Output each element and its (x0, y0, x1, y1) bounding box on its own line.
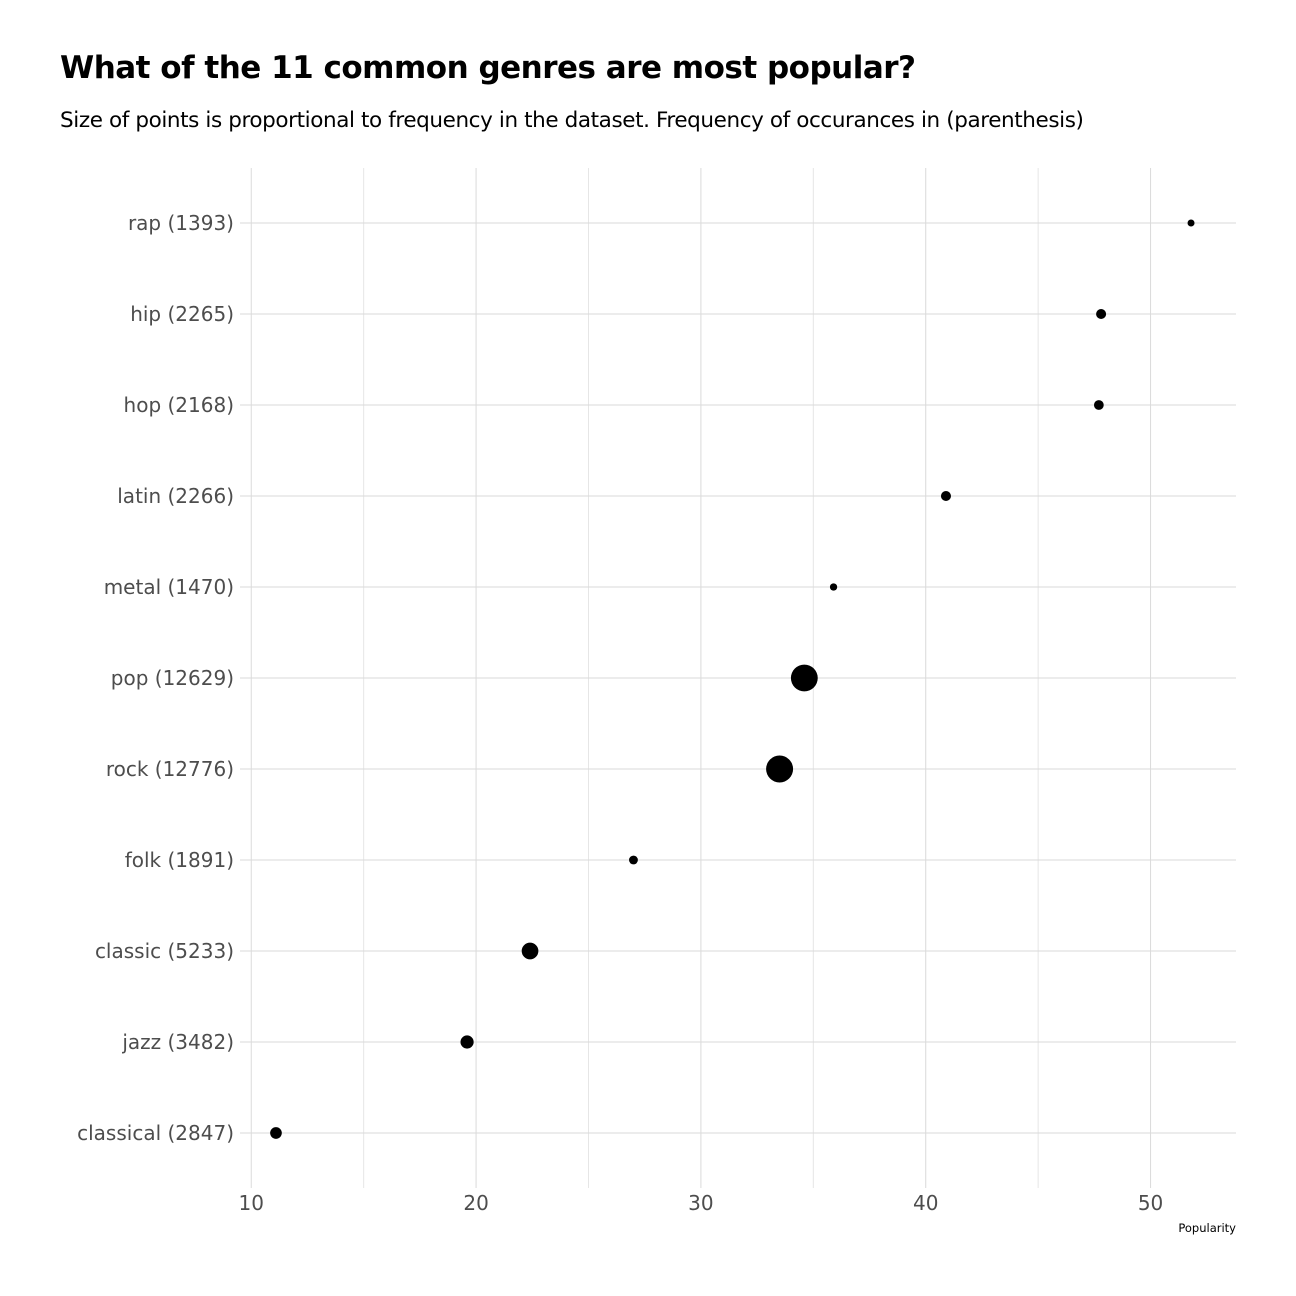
grid-lines (240, 168, 1236, 1188)
x-tick-label: 30 (688, 1191, 713, 1215)
data-point-latin (940, 490, 951, 502)
y-tick-label: folk (1891) (125, 848, 234, 872)
y-tick-label: latin (2266) (117, 484, 234, 508)
data-point-hop (1093, 400, 1104, 410)
y-tick-label: hip (2265) (130, 302, 234, 326)
data-point-rock (766, 755, 794, 783)
data-point-classic (521, 942, 539, 960)
data-point-rap (1187, 219, 1195, 227)
y-tick-label: rock (12776) (106, 757, 234, 781)
chart-title: What of the 11 common genres are most po… (60, 50, 916, 86)
y-tick-label: classical (2847) (77, 1121, 234, 1145)
data-point-hip (1096, 308, 1107, 320)
x-tick-label: 20 (463, 1191, 488, 1215)
x-tick-label: 10 (239, 1191, 264, 1215)
data-point-pop (790, 664, 818, 692)
y-tick-label: pop (12629) (111, 666, 234, 690)
x-tick-label: 50 (1138, 1191, 1163, 1215)
data-point-jazz (460, 1035, 474, 1049)
y-tick-label: metal (1470) (104, 575, 234, 599)
data-point-classical (270, 1127, 282, 1139)
x-tick-label: 40 (913, 1191, 938, 1215)
y-tick-label: classic (5233) (95, 939, 234, 963)
x-axis-title: Popularity (1178, 1221, 1236, 1235)
x-axis-labels: 10 20 30 40 50 (239, 1191, 1164, 1215)
data-point-metal (829, 583, 838, 591)
y-axis-labels: rap (1393) hip (2265) hop (2168) latin (226… (77, 211, 234, 1145)
data-point-folk (629, 855, 638, 865)
chart-subtitle: Size of points is proportional to freque… (60, 108, 1084, 133)
data-points (270, 219, 1195, 1139)
y-tick-label: jazz (3482) (121, 1030, 234, 1054)
y-tick-label: rap (1393) (128, 211, 234, 235)
y-tick-label: hop (2168) (124, 393, 234, 417)
